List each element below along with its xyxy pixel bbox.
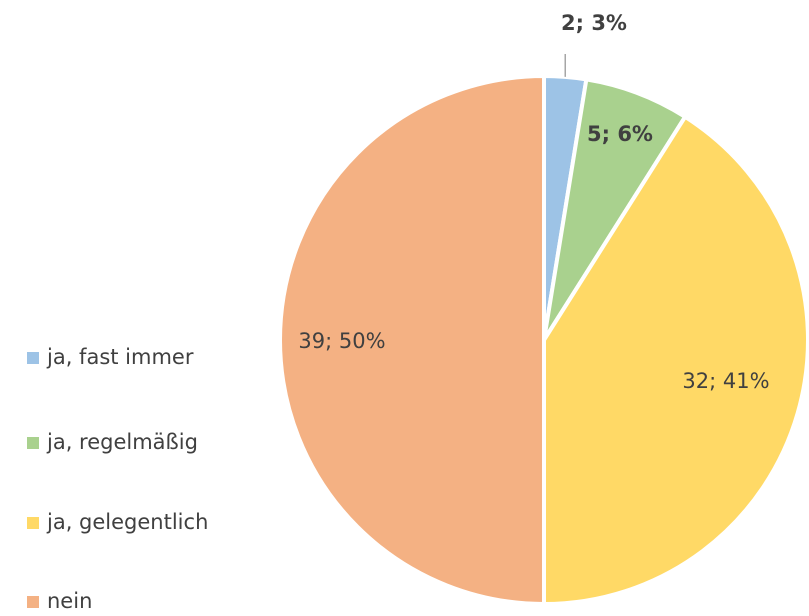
pie-slice <box>542 114 809 607</box>
legend-label: ja, regelmäßig <box>46 430 198 454</box>
data-label: 32; 41% <box>682 369 769 393</box>
data-label: 39; 50% <box>298 329 385 353</box>
legend-swatch <box>27 437 39 449</box>
data-label: 2; 3% <box>561 11 627 35</box>
legend-label: ja, fast immer <box>46 345 194 369</box>
pie-slice <box>278 73 546 607</box>
legend-swatch <box>27 517 39 529</box>
legend-label: ja, gelegentlich <box>46 510 208 534</box>
legend-swatch <box>27 596 39 608</box>
legend-label: nein <box>47 589 92 613</box>
legend-swatch <box>27 352 39 364</box>
data-label: 5; 6% <box>587 122 653 146</box>
